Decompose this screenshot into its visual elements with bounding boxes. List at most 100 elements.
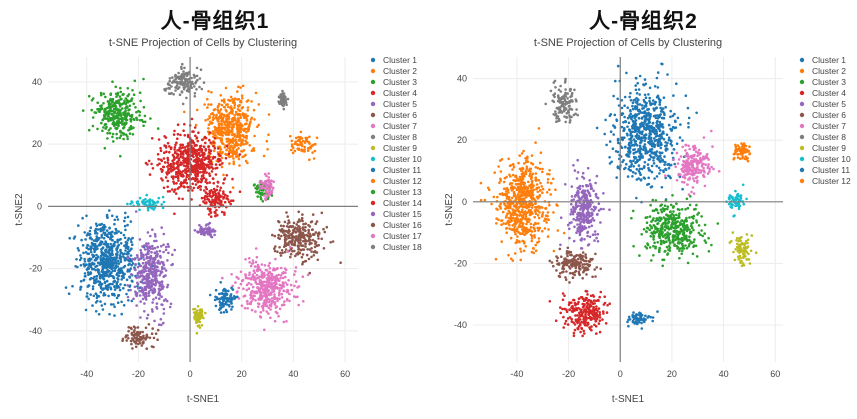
data-point [251,259,255,262]
data-point [246,299,249,303]
data-point [635,133,639,136]
data-point [217,147,220,150]
data-point [99,254,103,258]
data-point [669,109,672,113]
data-point [130,327,133,331]
x-tick-label: 40 [719,369,729,379]
data-point [671,125,675,129]
data-point [273,247,276,250]
data-point [166,242,170,246]
data-point [148,336,152,340]
data-point [237,286,241,290]
data-point [206,118,210,121]
data-point [184,85,187,89]
data-point [198,167,202,171]
data-point [117,110,121,114]
data-point [644,96,648,99]
data-point [265,139,269,143]
data-point [185,175,188,179]
data-point [621,112,625,115]
data-point [178,86,181,89]
data-point [260,270,264,274]
data-point [288,292,291,296]
data-point [268,267,272,270]
data-point [642,148,645,151]
data-point [104,95,107,99]
data-point [675,82,678,85]
data-point [168,145,171,148]
data-point [652,162,656,165]
data-point [207,123,211,126]
data-point [165,171,168,174]
data-point [627,155,631,158]
data-point [273,301,276,305]
data-point [109,266,113,270]
data-point [220,152,224,155]
legend-marker [370,244,376,250]
data-point [316,234,320,238]
data-point [175,182,178,185]
data-point [298,220,301,223]
data-point [115,284,119,288]
data-point [246,109,250,112]
data-point [121,339,124,343]
data-point [273,293,276,296]
data-point [191,189,194,192]
data-point [222,311,226,314]
data-point [90,108,93,112]
data-point [538,226,542,230]
data-point [194,163,197,167]
data-point [112,303,115,306]
data-point [486,186,490,190]
data-point [215,188,219,192]
data-point [270,297,274,300]
data-point [131,347,134,350]
data-point [127,299,130,302]
data-point [205,187,209,191]
data-point [218,145,222,148]
data-point [297,148,301,151]
data-point [180,171,183,174]
data-point [308,234,311,237]
data-point [202,145,206,148]
y-tick-label: 0 [37,201,42,211]
data-point [510,219,514,222]
data-point [277,315,280,318]
data-point [135,338,139,342]
data-point [119,267,123,271]
data-point [241,134,244,137]
data-point [167,251,170,255]
data-point [93,258,97,262]
data-point [95,232,99,235]
data-point [220,103,224,107]
data-point [639,178,643,182]
data-point [198,223,201,227]
data-point [643,78,647,81]
data-point [155,302,159,305]
data-point [280,284,284,288]
data-point [103,146,107,150]
data-point [129,339,133,343]
data-point [289,252,293,256]
data-point [96,294,99,297]
data-point [115,120,119,123]
data-point [285,283,289,286]
data-point [535,186,539,190]
data-point [183,146,186,149]
data-point [161,206,165,210]
data-point [105,125,108,129]
data-point [675,142,679,145]
data-point [225,144,229,148]
data-point [225,303,228,306]
data-point [210,170,214,173]
data-point [119,255,122,259]
data-point [661,110,665,114]
data-point [226,113,230,116]
data-point [269,292,272,296]
data-point [123,264,127,268]
data-point [99,240,103,243]
data-point [139,252,143,255]
data-point [124,246,128,249]
data-point [297,234,301,237]
data-point [212,141,215,144]
